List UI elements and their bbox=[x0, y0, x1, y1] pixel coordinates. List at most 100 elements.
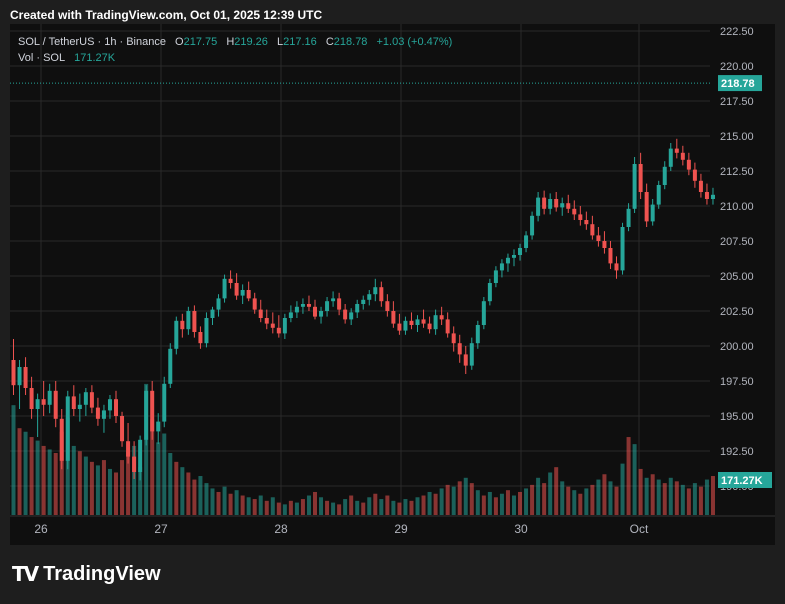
volume-bar bbox=[367, 497, 372, 515]
candle-body bbox=[433, 315, 438, 330]
candle-body bbox=[608, 248, 613, 264]
price-tick-label: 217.50 bbox=[720, 96, 754, 108]
candle-body bbox=[101, 410, 106, 419]
volume-bar bbox=[710, 476, 715, 515]
volume-bar bbox=[264, 500, 269, 515]
candle-body bbox=[11, 360, 16, 386]
candle-body bbox=[566, 203, 571, 209]
candle-body bbox=[487, 283, 492, 302]
candle-body bbox=[421, 319, 426, 324]
candle-body bbox=[319, 311, 324, 317]
volume-bar bbox=[210, 488, 215, 515]
volume-bar bbox=[337, 504, 342, 515]
volume-bar bbox=[656, 479, 661, 515]
volume-bar bbox=[120, 460, 125, 515]
candle-body bbox=[391, 311, 396, 324]
candle-body bbox=[379, 287, 384, 302]
price-tick-label: 210.00 bbox=[720, 201, 754, 213]
candle-body bbox=[331, 298, 336, 302]
volume-bar bbox=[300, 499, 305, 515]
tradingview-brand: TV TradingView bbox=[12, 562, 161, 586]
volume-bar bbox=[602, 474, 607, 515]
candle-body bbox=[656, 185, 661, 205]
candlestick-chart[interactable]: 222.50 220.00 217.50 215.00 212.50 210.00 207.… bbox=[10, 24, 775, 545]
candle-body bbox=[186, 311, 191, 330]
volume-bar bbox=[463, 477, 468, 515]
candle-body bbox=[355, 304, 360, 313]
low-label: L bbox=[276, 36, 284, 48]
volume-bar bbox=[704, 479, 709, 515]
volume-bar bbox=[126, 451, 131, 515]
volume-bar bbox=[29, 437, 34, 515]
volume-bar bbox=[578, 493, 583, 515]
volume-bar bbox=[415, 497, 420, 515]
volume-label: Vol · SOL bbox=[18, 52, 66, 64]
price-tick-label: 197.50 bbox=[720, 376, 754, 388]
candle-body bbox=[518, 248, 523, 255]
symbol-label: SOL / TetherUS · 1h · Binance bbox=[18, 36, 166, 48]
candle-body bbox=[168, 348, 173, 384]
candle-body bbox=[313, 306, 317, 317]
volume-bar bbox=[138, 467, 143, 515]
time-tick-label: 30 bbox=[514, 522, 528, 536]
candle-body bbox=[174, 320, 179, 349]
volume-bar bbox=[445, 484, 450, 515]
last-volume-label: 171.27K bbox=[721, 475, 763, 487]
volume-bar bbox=[276, 502, 281, 515]
volume-bar bbox=[89, 461, 94, 515]
price-tick-label: 195.00 bbox=[720, 411, 754, 423]
volume-bar bbox=[156, 442, 161, 515]
volume-bar bbox=[572, 490, 577, 515]
candle-body bbox=[65, 396, 70, 461]
close-label: C bbox=[325, 36, 334, 48]
volume-bar bbox=[252, 499, 257, 515]
tradingview-logo-icon: TV bbox=[12, 562, 39, 586]
volume-bar bbox=[518, 491, 523, 515]
last-price-tag bbox=[718, 75, 762, 92]
volume-bar bbox=[150, 419, 155, 515]
candle-body bbox=[590, 224, 595, 236]
time-tick-label: 27 bbox=[154, 522, 168, 536]
change-value: +1.03 (+0.47%) bbox=[376, 36, 453, 48]
volume-bar bbox=[481, 495, 486, 515]
candle-body bbox=[674, 148, 679, 153]
candle-body bbox=[638, 164, 643, 192]
ohlc-row: SOL / TetherUS · 1h · Binance O217.75 H2… bbox=[18, 34, 452, 50]
volume-bar bbox=[270, 497, 275, 515]
candle-body bbox=[505, 257, 510, 264]
candle-body bbox=[258, 309, 263, 318]
candle-body bbox=[162, 383, 167, 422]
candle-body bbox=[403, 320, 408, 331]
candle-body bbox=[451, 333, 456, 344]
candle-body bbox=[499, 263, 504, 271]
candle-body bbox=[349, 312, 354, 320]
price-tick-label: 220.00 bbox=[720, 61, 754, 73]
candle-body bbox=[530, 215, 535, 236]
candle-body bbox=[300, 304, 305, 307]
volume-bar bbox=[192, 479, 197, 515]
price-tick-label: 222.50 bbox=[720, 26, 754, 38]
volume-bar bbox=[168, 453, 173, 515]
candle-body bbox=[361, 299, 366, 304]
candle-body bbox=[306, 304, 311, 307]
chart-area[interactable]: 222.50 220.00 217.50 215.00 212.50 210.00 207.… bbox=[10, 24, 775, 545]
volume-bar bbox=[632, 444, 637, 515]
candle-body bbox=[385, 301, 390, 311]
candle-body bbox=[680, 152, 685, 160]
candle-body bbox=[240, 290, 245, 296]
volume-bar bbox=[288, 500, 293, 515]
volume-bar bbox=[590, 484, 595, 515]
candle-body bbox=[427, 323, 432, 330]
volume-bar bbox=[487, 491, 492, 515]
volume-bar bbox=[451, 486, 456, 515]
candle-body bbox=[17, 367, 22, 386]
candle-body bbox=[343, 309, 348, 320]
candle-body bbox=[469, 343, 474, 366]
candle-body bbox=[650, 204, 655, 222]
candle-body bbox=[216, 298, 221, 310]
volume-bar bbox=[216, 491, 221, 515]
volume-bar bbox=[222, 486, 227, 515]
volume-bar bbox=[511, 495, 516, 515]
time-tick-label: 26 bbox=[34, 522, 48, 536]
candle-body bbox=[367, 294, 372, 300]
